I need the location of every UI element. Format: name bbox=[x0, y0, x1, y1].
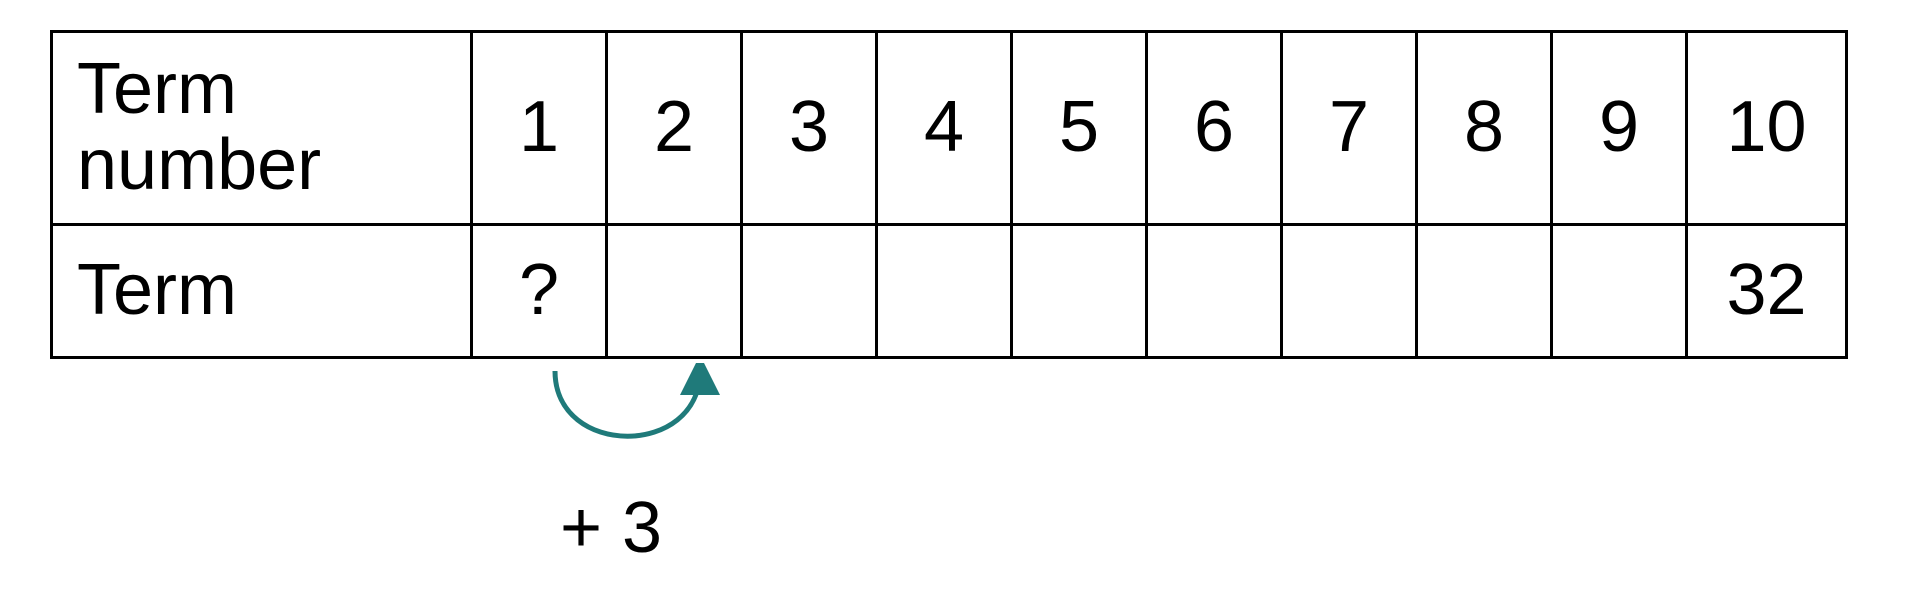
term-number-cell: 1 bbox=[472, 32, 607, 225]
row-label-line2: number bbox=[77, 125, 321, 205]
step-annotation: + 3 bbox=[520, 363, 820, 569]
term-value-cell bbox=[877, 225, 1012, 358]
arrow-icon bbox=[520, 363, 750, 483]
term-number-cell: 4 bbox=[877, 32, 1012, 225]
term-value-cell: ? bbox=[472, 225, 607, 358]
row-label-term: Term bbox=[52, 225, 472, 358]
term-number-cell: 5 bbox=[1012, 32, 1147, 225]
term-value-cell bbox=[1552, 225, 1687, 358]
term-value-cell bbox=[742, 225, 877, 358]
term-value-cell bbox=[1012, 225, 1147, 358]
table-header-row: Term number 1 2 3 4 5 6 7 8 9 10 bbox=[52, 32, 1847, 225]
step-label: + 3 bbox=[560, 487, 820, 569]
term-value-cell bbox=[1147, 225, 1282, 358]
term-number-cell: 10 bbox=[1687, 32, 1847, 225]
term-number-cell: 7 bbox=[1282, 32, 1417, 225]
term-value-cell bbox=[1417, 225, 1552, 358]
row-label-line1: Term bbox=[77, 49, 237, 129]
term-value-cell bbox=[1282, 225, 1417, 358]
term-number-cell: 9 bbox=[1552, 32, 1687, 225]
sequence-table: Term number 1 2 3 4 5 6 7 8 9 10 Term ? bbox=[50, 30, 1848, 359]
term-number-cell: 6 bbox=[1147, 32, 1282, 225]
term-number-cell: 8 bbox=[1417, 32, 1552, 225]
term-value-cell bbox=[607, 225, 742, 358]
figure-container: Term number 1 2 3 4 5 6 7 8 9 10 Term ? bbox=[0, 0, 1920, 569]
table-value-row: Term ? 32 bbox=[52, 225, 1847, 358]
row-label-term-number: Term number bbox=[52, 32, 472, 225]
term-number-cell: 3 bbox=[742, 32, 877, 225]
term-number-cell: 2 bbox=[607, 32, 742, 225]
term-value-cell: 32 bbox=[1687, 225, 1847, 358]
